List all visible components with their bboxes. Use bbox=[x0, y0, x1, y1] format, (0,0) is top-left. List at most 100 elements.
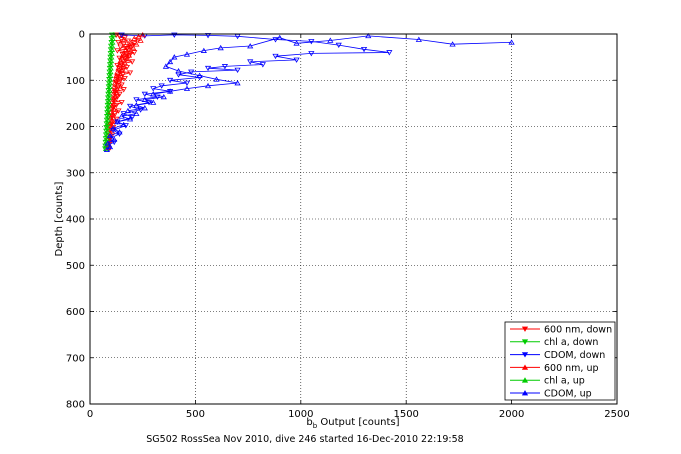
data-point bbox=[118, 32, 125, 38]
data-point bbox=[120, 87, 127, 93]
data-point bbox=[150, 91, 157, 97]
data-point bbox=[308, 51, 315, 57]
data-point bbox=[128, 39, 135, 45]
data-point bbox=[111, 136, 118, 142]
data-point bbox=[449, 41, 456, 47]
data-point bbox=[114, 118, 121, 125]
data-point bbox=[123, 56, 130, 62]
data-point bbox=[129, 59, 136, 65]
data-point bbox=[108, 117, 116, 123]
data-point bbox=[365, 32, 372, 39]
data-point bbox=[508, 39, 515, 45]
legend-box bbox=[504, 321, 616, 401]
series-line bbox=[107, 34, 135, 149]
x-tick-label: 1500 bbox=[393, 409, 418, 420]
data-point bbox=[162, 63, 169, 69]
data-point bbox=[137, 37, 144, 43]
data-point bbox=[120, 50, 127, 56]
data-point bbox=[104, 140, 112, 146]
data-point bbox=[106, 132, 114, 139]
data-point bbox=[110, 125, 117, 131]
data-point bbox=[111, 139, 118, 146]
data-point bbox=[126, 103, 134, 110]
data-point bbox=[115, 78, 122, 84]
y-tick-label: 300 bbox=[66, 168, 85, 179]
data-point bbox=[113, 72, 120, 78]
data-point bbox=[272, 53, 279, 60]
data-point bbox=[124, 43, 132, 49]
data-point bbox=[114, 94, 121, 100]
x-tick-label: 500 bbox=[186, 409, 205, 420]
data-point bbox=[133, 110, 140, 116]
data-point bbox=[167, 77, 174, 84]
data-point bbox=[293, 57, 300, 63]
data-point bbox=[308, 39, 315, 45]
data-point bbox=[130, 44, 137, 51]
data-point bbox=[117, 57, 124, 64]
y-tick-label: 0 bbox=[79, 30, 85, 41]
data-point bbox=[150, 99, 157, 105]
data-point bbox=[111, 100, 118, 106]
data-point bbox=[167, 88, 174, 94]
data-point bbox=[106, 143, 114, 150]
data-point bbox=[160, 93, 167, 100]
series-3 bbox=[105, 31, 146, 151]
data-point bbox=[109, 98, 116, 104]
legend-swatch-marker bbox=[521, 377, 529, 383]
data-point bbox=[145, 100, 153, 106]
data-point bbox=[171, 32, 178, 38]
data-point bbox=[118, 113, 125, 119]
data-point bbox=[118, 54, 125, 60]
data-point bbox=[137, 107, 144, 113]
data-point bbox=[327, 37, 334, 43]
legend-label: chl a, up bbox=[544, 376, 585, 387]
data-point bbox=[126, 70, 134, 76]
data-point bbox=[200, 47, 207, 53]
data-point bbox=[386, 50, 393, 56]
data-point bbox=[129, 114, 136, 121]
data-point bbox=[141, 91, 148, 98]
data-point bbox=[125, 52, 133, 58]
data-point bbox=[131, 50, 138, 56]
data-point bbox=[133, 102, 140, 108]
y-tick-label: 200 bbox=[66, 122, 85, 133]
data-point bbox=[196, 72, 203, 78]
data-point bbox=[175, 68, 182, 74]
data-point bbox=[158, 83, 165, 89]
data-point bbox=[118, 100, 125, 106]
data-point bbox=[120, 121, 127, 127]
legend-swatch-marker bbox=[521, 339, 529, 345]
x-axis-label: bb Output [counts] bbox=[306, 417, 399, 430]
data-point bbox=[139, 31, 146, 38]
data-point bbox=[135, 33, 142, 40]
data-point bbox=[247, 43, 254, 49]
data-point bbox=[115, 65, 122, 71]
data-point bbox=[115, 108, 122, 114]
data-point bbox=[116, 74, 123, 80]
legend-label: 600 nm, down bbox=[544, 324, 612, 335]
x-axis-label-main: b bbox=[306, 417, 312, 428]
data-point bbox=[126, 48, 134, 54]
data-point bbox=[124, 38, 132, 44]
data-point bbox=[126, 116, 134, 122]
series-line bbox=[106, 35, 512, 150]
data-point bbox=[124, 107, 132, 114]
data-point bbox=[120, 41, 127, 48]
data-point bbox=[217, 44, 224, 51]
x-tick-label: 2000 bbox=[499, 409, 524, 420]
data-point bbox=[141, 105, 148, 111]
data-point bbox=[114, 48, 121, 54]
legend-label: CDOM, up bbox=[544, 388, 592, 399]
y-tick-label: 700 bbox=[66, 353, 85, 364]
legend-swatch-marker bbox=[521, 352, 529, 358]
y-tick-label: 400 bbox=[66, 215, 85, 226]
y-tick-label: 600 bbox=[66, 307, 85, 318]
data-point bbox=[183, 51, 191, 57]
data-point bbox=[122, 123, 129, 129]
legend-label: 600 nm, up bbox=[544, 363, 599, 374]
x-tick-label: 0 bbox=[87, 409, 93, 420]
data-point bbox=[116, 129, 123, 135]
legend-swatch-marker bbox=[521, 390, 529, 396]
data-point bbox=[116, 61, 123, 67]
data-point bbox=[360, 46, 368, 53]
